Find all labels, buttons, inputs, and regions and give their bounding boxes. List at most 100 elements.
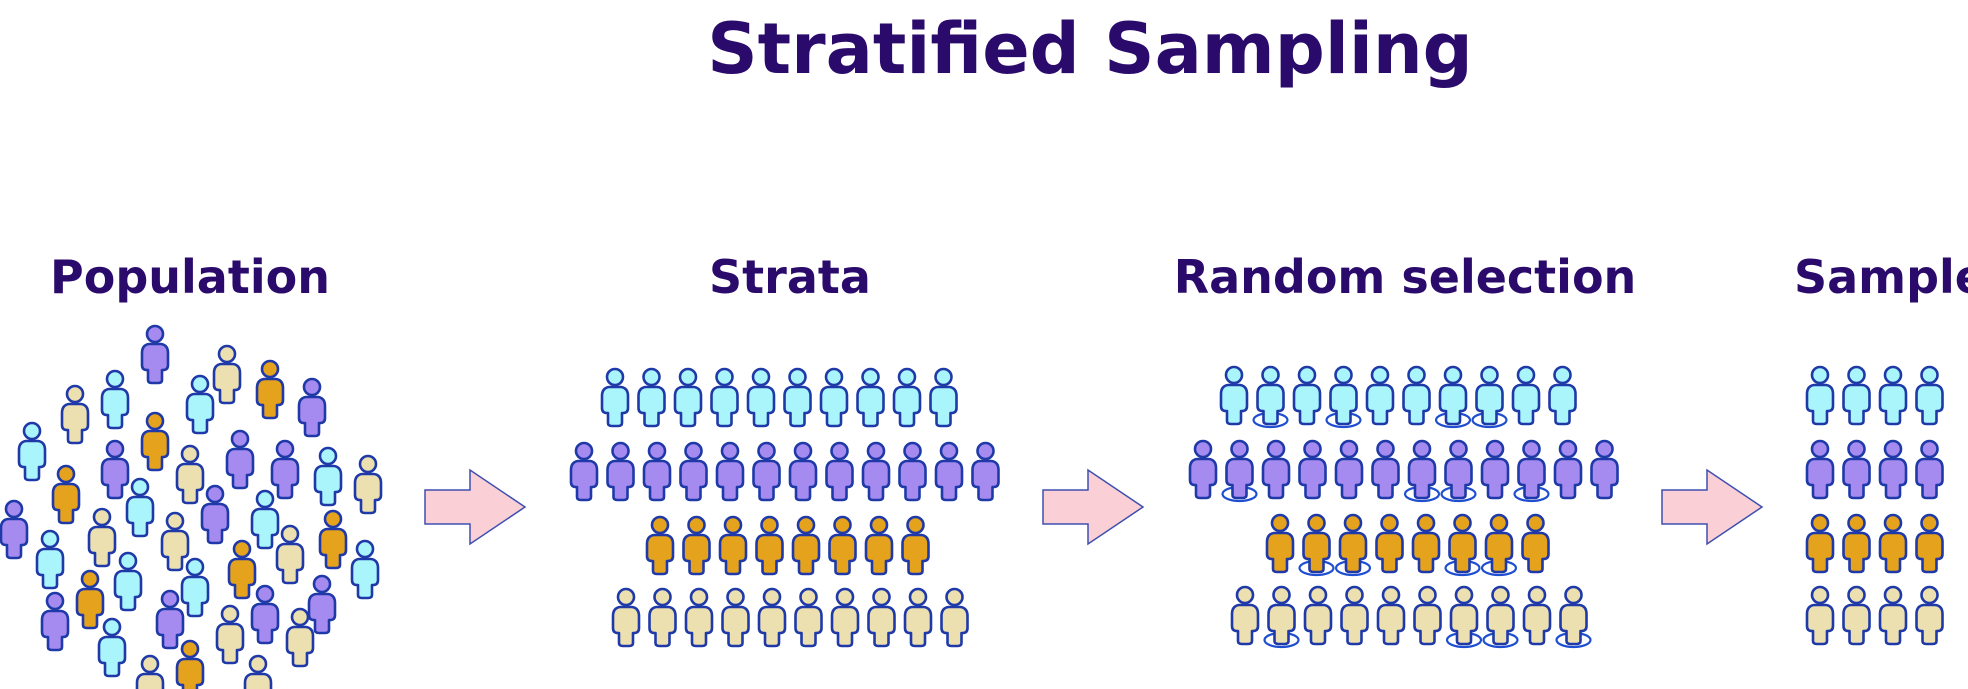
- person-icon: [788, 441, 818, 502]
- person-icon: [1590, 439, 1619, 500]
- person-icon: [200, 484, 230, 545]
- person-icon: [51, 464, 81, 525]
- person-icon: [710, 367, 739, 428]
- person-icon: [1325, 365, 1362, 429]
- arrow-right-icon: [1042, 468, 1145, 546]
- person-icon: [1303, 585, 1333, 646]
- person-icon: [87, 507, 117, 568]
- person-icon: [642, 441, 672, 502]
- person-icon: [648, 587, 677, 648]
- person-icon: [757, 587, 787, 648]
- person-icon: [212, 344, 242, 405]
- person-icon: [898, 441, 927, 502]
- person-icon: [721, 587, 750, 648]
- person-icon: [867, 587, 896, 648]
- sample-group: [1805, 365, 1944, 646]
- person-icon: [1402, 365, 1431, 426]
- strata-group: [569, 367, 1000, 648]
- person-icon: [1219, 365, 1249, 426]
- person-icon: [1480, 439, 1510, 500]
- page-title: Stratified Sampling: [707, 8, 1473, 90]
- person-icon: [318, 509, 348, 570]
- person-icon: [791, 515, 821, 576]
- person-icon: [819, 367, 849, 428]
- person-icon: [1521, 513, 1550, 574]
- person-icon: [1842, 439, 1871, 500]
- person-icon: [1403, 439, 1441, 503]
- strata-label: Strata: [709, 250, 871, 304]
- person-icon: [1263, 585, 1300, 649]
- person-icon: [1376, 585, 1406, 646]
- person-icon: [929, 367, 958, 428]
- person-icon: [1480, 513, 1518, 577]
- person-icon: [1805, 585, 1835, 646]
- person-icon: [903, 587, 933, 648]
- person-icon: [1915, 585, 1944, 646]
- person-icon: [1292, 365, 1322, 426]
- person-icon: [353, 454, 383, 515]
- person-icon: [1221, 439, 1258, 503]
- person-icon: [1298, 439, 1327, 500]
- arrow-right-icon: [424, 468, 527, 546]
- person-icon: [600, 367, 630, 428]
- person-icon: [1375, 513, 1404, 574]
- person-icon: [746, 367, 776, 428]
- person-icon: [715, 441, 745, 502]
- person-icon: [250, 584, 280, 645]
- person-icon: [35, 529, 65, 590]
- person-icon: [275, 524, 305, 585]
- person-icon: [125, 477, 155, 538]
- person-icon: [250, 489, 280, 550]
- person-icon: [682, 515, 711, 576]
- arrow-right-icon: [1661, 468, 1764, 546]
- person-icon: [100, 369, 130, 430]
- person-icon: [856, 367, 885, 428]
- person-icon: [313, 446, 343, 507]
- person-icon: [864, 515, 894, 576]
- person-icon: [100, 439, 130, 500]
- person-icon: [752, 441, 781, 502]
- person-icon: [243, 654, 273, 689]
- person-icon: [1188, 439, 1218, 500]
- person-icon: [825, 441, 854, 502]
- person-icon: [971, 441, 1000, 502]
- person-icon: [140, 324, 170, 385]
- person-icon: [1252, 365, 1289, 429]
- person-icon: [1413, 585, 1442, 646]
- person-icon: [637, 367, 666, 428]
- person-icon: [1522, 585, 1552, 646]
- population-group: [0, 324, 383, 689]
- person-icon: [1411, 513, 1441, 574]
- person-icon: [1842, 365, 1871, 426]
- person-icon: [828, 515, 857, 576]
- person-icon: [1440, 439, 1477, 503]
- person-icon: [1878, 439, 1908, 500]
- person-icon: [1878, 513, 1908, 574]
- person-icon: [783, 367, 812, 428]
- person-icon: [1513, 439, 1550, 503]
- person-icon: [934, 441, 964, 502]
- person-icon: [1842, 585, 1871, 646]
- person-icon: [1334, 439, 1364, 500]
- person-icon: [645, 515, 675, 576]
- random-selection-label: Random selection: [1173, 250, 1637, 304]
- person-icon: [1434, 365, 1472, 429]
- person-icon: [718, 515, 748, 576]
- random-selection-group: [1188, 365, 1619, 649]
- person-icon: [40, 591, 70, 652]
- person-icon: [1842, 513, 1871, 574]
- person-icon: [1555, 585, 1592, 649]
- person-icon: [1915, 439, 1944, 500]
- person-icon: [0, 499, 29, 560]
- person-icon: [861, 441, 891, 502]
- person-icon: [1805, 439, 1835, 500]
- person-icon: [755, 515, 784, 576]
- person-icon: [1340, 585, 1369, 646]
- person-icon: [673, 367, 703, 428]
- person-icon: [684, 587, 714, 648]
- person-icon: [1915, 513, 1944, 574]
- person-icon: [1553, 439, 1583, 500]
- person-icon: [1365, 365, 1395, 426]
- person-icon: [1805, 513, 1835, 574]
